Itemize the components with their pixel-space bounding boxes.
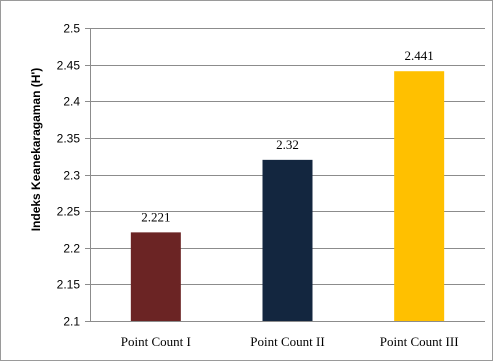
x-category-label: Point Count I (121, 334, 191, 349)
x-category-label: Point Count III (380, 334, 459, 349)
y-tick-label: 2.5 (63, 22, 80, 36)
x-category-label: Point Count II (250, 334, 324, 349)
y-tick-label: 2.2 (63, 242, 80, 256)
y-tick-label: 2.25 (57, 205, 81, 219)
labels: 2.1 2.15 2.2 2.25 2.3 2.35 2.4 2.45 2.5 2.221 Poin… (57, 22, 459, 350)
data-label: 2.32 (276, 137, 299, 152)
bar (130, 232, 181, 321)
data-label: 2.441 (405, 48, 434, 63)
bar (262, 159, 313, 321)
y-tick-label: 2.45 (57, 59, 81, 73)
bars (130, 71, 445, 321)
y-tick-label: 2.35 (57, 132, 81, 146)
data-label: 2.221 (141, 209, 170, 224)
y-tick-label: 2.1 (63, 315, 80, 329)
y-tick-label: 2.15 (57, 278, 81, 292)
axes (85, 28, 91, 322)
y-tick-label: 2.4 (63, 95, 80, 109)
y-tick-label: 2.3 (63, 169, 80, 183)
bar (394, 71, 445, 321)
y-axis-title: Indeks Keanekaragaman (H') (29, 68, 43, 232)
